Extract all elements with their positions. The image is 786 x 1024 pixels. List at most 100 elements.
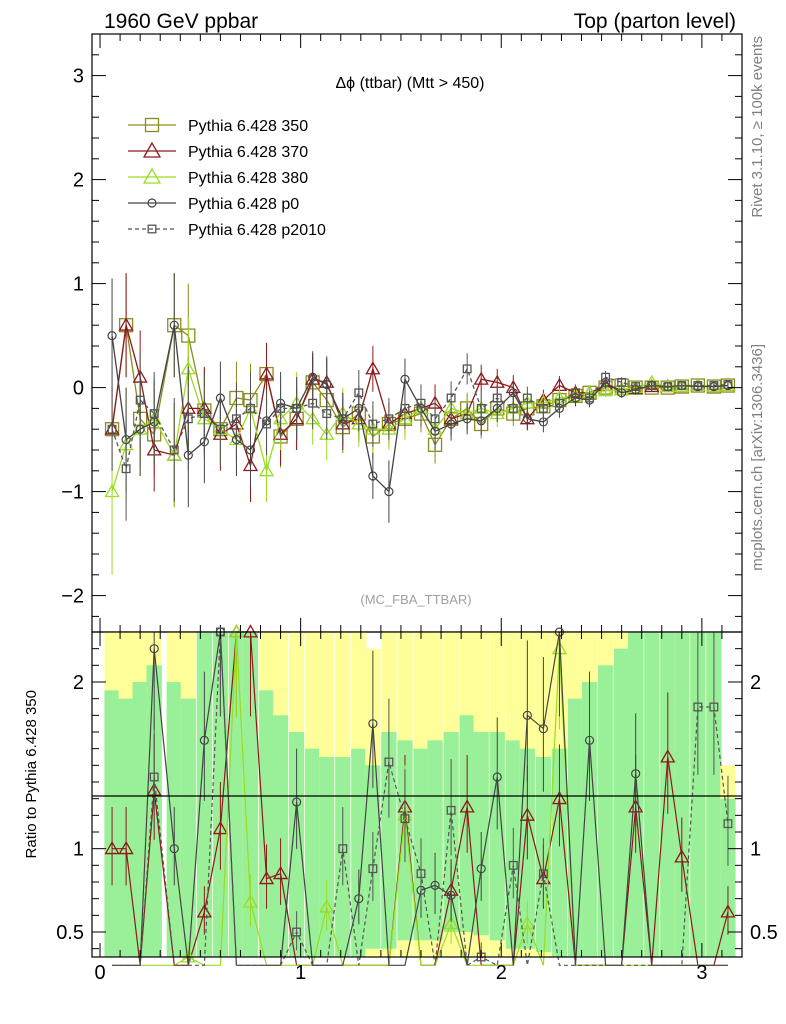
ratio-point <box>272 865 289 880</box>
ratio-axis-ticks: 0.5 0.5 1 1 2 2 0 1 2 3 <box>56 632 778 984</box>
y-tick-label: 3 <box>73 66 84 88</box>
ratio-y-tick-label-right: 1 <box>750 839 761 861</box>
ratio-y-tick-label: 0.5 <box>56 922 84 944</box>
series-4 <box>107 353 733 521</box>
legend-marker <box>142 167 162 184</box>
data-point <box>522 414 532 424</box>
ratio-point <box>212 820 229 835</box>
ratio-band-green <box>581 682 598 957</box>
data-point <box>631 382 641 392</box>
ratio-y-tick-label-right: 0.5 <box>750 922 778 944</box>
ratio-point <box>631 769 641 779</box>
ratio-point <box>242 624 259 638</box>
ratio-band-green <box>674 632 690 957</box>
data-point <box>107 331 117 341</box>
data-point <box>462 414 472 424</box>
data-point <box>446 419 456 429</box>
data-point <box>430 414 440 424</box>
ratio-bands-layer <box>104 632 736 957</box>
ratio-point <box>258 870 275 885</box>
ratio-point <box>338 844 348 854</box>
header-right-label: Top (parton level) <box>574 10 736 33</box>
mcplots-label: mcplots.cern.ch [arXiv:1306.3436] <box>749 344 766 571</box>
ratio-point <box>459 799 475 813</box>
legend-marker <box>147 224 157 234</box>
data-point <box>476 403 486 413</box>
ratio-band-green <box>489 732 505 941</box>
y-tick-label: 0 <box>73 378 84 400</box>
data-point <box>416 398 426 408</box>
ratio-point <box>693 702 703 712</box>
data-point <box>135 395 145 405</box>
ratio-point <box>292 797 302 807</box>
ratio-band-green <box>180 698 196 957</box>
data-point <box>617 377 627 387</box>
legend-label: Pythia 6.428 p2010 <box>188 222 326 239</box>
ratio-band-green <box>242 632 259 957</box>
data-point <box>258 366 275 380</box>
ratio-point <box>538 869 548 879</box>
main-axis-ticks: −2 −1 0 1 2 3 <box>61 34 742 632</box>
ratio-point <box>368 719 378 729</box>
data-point <box>338 414 348 424</box>
ratio-point <box>292 927 302 937</box>
legend-label: Pythia 6.428 380 <box>188 170 308 187</box>
data-point <box>169 445 179 455</box>
ratio-frame <box>91 631 743 958</box>
ratio-point <box>149 772 159 782</box>
rivet-version-label: Rivet 3.1.10, ≥ 100k events <box>749 36 766 218</box>
ratio-panel: 0.5 0.5 1 1 2 2 0 1 2 3 Ratio to Pythia 6.428 350 <box>23 624 778 984</box>
data-point <box>677 381 687 390</box>
ratio-point <box>723 819 733 829</box>
data-point <box>121 464 131 474</box>
ratio-y-tick-label: 2 <box>73 672 84 694</box>
data-point <box>246 403 255 413</box>
y-tick-label: 2 <box>73 170 84 192</box>
legend-label: Pythia 6.428 370 <box>188 144 308 161</box>
data-point <box>368 419 378 429</box>
ratio-point <box>400 814 410 824</box>
data-point <box>400 403 410 413</box>
data-point <box>585 393 594 403</box>
header-left-label: 1960 GeV ppbar <box>104 10 258 33</box>
ratio-point <box>430 880 440 890</box>
ratio-band-green <box>644 632 660 957</box>
legend: Pythia 6.428 350 Pythia 6.428 370 Pythia 6… <box>128 117 326 239</box>
data-point <box>107 424 117 434</box>
ratio-point <box>443 915 459 930</box>
y-tick-label: −1 <box>61 482 84 504</box>
ratio-y-tick-label-right: 2 <box>750 672 761 694</box>
data-point <box>354 388 364 398</box>
legend-marker <box>142 141 162 158</box>
ratio-point <box>660 749 676 763</box>
x-tick-label: 0 <box>94 962 105 984</box>
ratio-band-green <box>305 748 321 957</box>
data-point <box>245 445 256 455</box>
legend-marker <box>147 198 157 208</box>
x-tick-label: 3 <box>696 962 707 984</box>
data-point <box>508 403 518 413</box>
legend-label: Pythia 6.428 p0 <box>188 196 299 213</box>
data-point <box>709 381 719 390</box>
data-point <box>462 364 472 374</box>
data-point <box>231 414 241 424</box>
ratio-point <box>446 890 456 900</box>
main-data-layer <box>104 273 736 575</box>
data-point <box>365 361 381 375</box>
ratio-band-green <box>614 648 630 957</box>
ratio-point <box>476 864 486 874</box>
data-point <box>693 381 703 390</box>
data-point <box>368 471 378 481</box>
ratio-point <box>720 904 736 918</box>
ratio-point <box>519 807 535 821</box>
data-point <box>492 393 502 403</box>
data-point <box>292 403 302 413</box>
ratio-band-green <box>706 632 722 957</box>
data-point <box>554 398 564 408</box>
data-point <box>258 462 275 477</box>
ratio-point <box>492 772 502 782</box>
ratio-point <box>446 805 456 815</box>
ratio-point <box>104 840 120 855</box>
y-tick-label: 1 <box>73 274 84 296</box>
